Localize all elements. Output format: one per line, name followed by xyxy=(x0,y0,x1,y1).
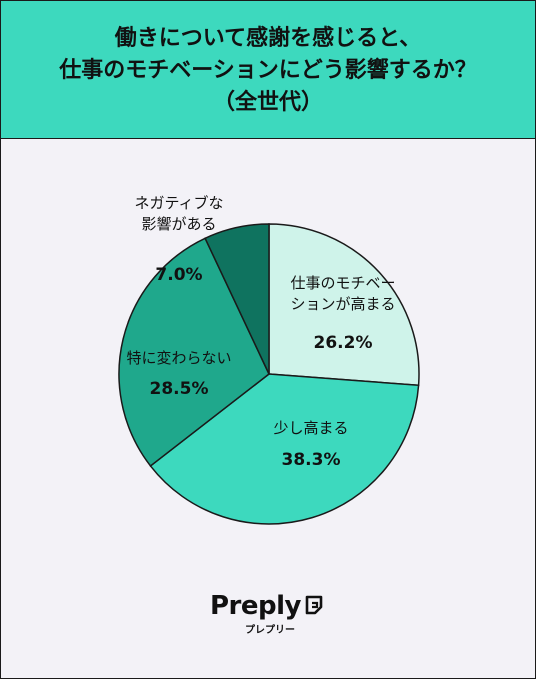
slice-value-3: 28.5% xyxy=(150,379,209,399)
pie-slice-4 xyxy=(204,223,270,375)
title-line-2: 仕事のモチベーションにどう影響するか？ xyxy=(59,58,477,83)
brand-subtitle: プレプリー xyxy=(245,625,295,636)
title-line-3: （全世代） xyxy=(212,90,323,115)
slice-label-1-line-2: ションが高まる xyxy=(290,295,395,313)
preply-logo-icon xyxy=(305,595,323,615)
slice-value-1: 26.2% xyxy=(314,333,373,353)
preply-logo: Preply プレプリー xyxy=(1,591,535,636)
slice-label-3-line-1: 特に変わらない xyxy=(126,349,231,367)
slice-label-2-line-1: 少し高まる xyxy=(273,419,348,437)
title-banner: 働きについて感謝を感じると、 仕事のモチベーションにどう影響するか？ （全世代） xyxy=(1,1,535,139)
slice-label-4-line-1: ネガティブな xyxy=(134,194,223,212)
slice-value-4: 7.0% xyxy=(155,265,202,285)
slice-value-2: 38.3% xyxy=(282,450,341,470)
slice-label-4-line-2: 影響がある xyxy=(141,215,216,233)
title-line-1: 働きについて感謝を感じると、 xyxy=(114,26,422,51)
chart-title: 働きについて感謝を感じると、 仕事のモチベーションにどう影響するか？ （全世代） xyxy=(1,23,535,119)
brand-name: Preply xyxy=(210,591,301,621)
slice-label-1-line-1: 仕事のモチベー xyxy=(290,274,395,292)
pie-slice-2 xyxy=(149,373,420,525)
pie-slice-1 xyxy=(268,223,420,387)
